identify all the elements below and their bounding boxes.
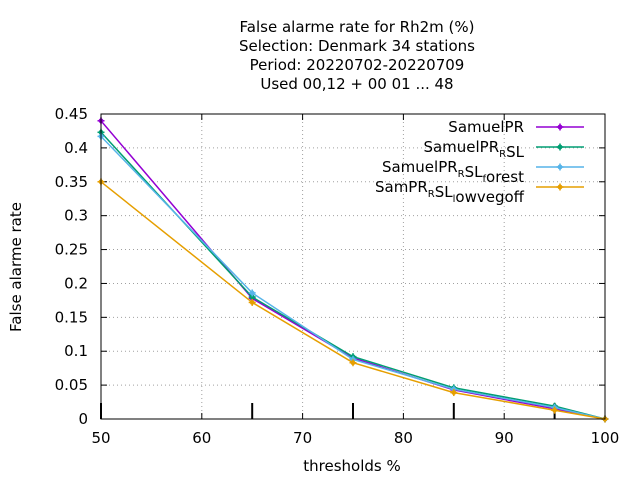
title-line-3: Period: 20220702-20220709	[250, 56, 465, 74]
data-point	[551, 406, 559, 414]
legend-item: SamPRRSLlowvegoff	[375, 178, 584, 206]
series-line	[100, 131, 606, 420]
data-point	[450, 389, 458, 397]
data-point	[248, 298, 256, 306]
legend-label: SamuelPR	[448, 118, 524, 136]
series-SamuelPR_RSL_forest	[97, 132, 609, 423]
y-tick-label: 0.1	[64, 342, 88, 360]
series-SamuelPR_RSL	[97, 128, 609, 423]
y-tick-label: 0.45	[55, 105, 88, 123]
legend-item: SamuelPR	[448, 118, 584, 136]
axis-ticks: 0 0.05 0.1 0.15 0.2 0.25 0.3 0.35 0.4 0.45 50 60 70 8…	[55, 105, 620, 447]
y-tick-label: 0.4	[64, 139, 88, 157]
y-tick-label: 0.25	[55, 241, 88, 259]
y-tick-label: 0.2	[64, 274, 88, 292]
x-tick-label: 80	[394, 429, 413, 447]
x-tick-label: 70	[293, 429, 312, 447]
data-point	[349, 359, 357, 367]
series-line	[100, 181, 606, 420]
y-tick-label: 0.3	[64, 207, 88, 225]
data-point	[248, 289, 256, 297]
x-tick-label: 100	[591, 429, 620, 447]
data-point	[556, 183, 564, 191]
legend-label: SamPRRSLlowvegoff	[375, 178, 525, 206]
x-axis-label: thresholds %	[303, 457, 400, 475]
x-tick-label: 50	[91, 429, 110, 447]
legend-item: SamuelPRRSL	[423, 138, 584, 161]
x-tick-label: 60	[192, 429, 211, 447]
series-SamuelPR	[97, 117, 609, 423]
data-point	[556, 163, 564, 171]
y-tick-label: 0.35	[55, 173, 88, 191]
title-line-4: Used 00,12 + 00 01 ... 48	[260, 75, 453, 93]
legend: SamuelPR SamuelPRRSLSamuelPRRSLforestSamP…	[375, 118, 584, 206]
series-line	[100, 135, 606, 420]
title-line-1: False alarme rate for Rh2m (%)	[240, 18, 475, 36]
title-line-2: Selection: Denmark 34 stations	[239, 37, 475, 55]
grid-lines	[101, 114, 605, 419]
y-tick-label: 0.05	[55, 376, 88, 394]
chart-title: False alarme rate for Rh2m (%) Selection…	[239, 18, 475, 93]
x-tick-label: 90	[495, 429, 514, 447]
legend-label: SamuelPRRSLforest	[382, 158, 524, 186]
legend-label: SamuelPRRSL	[423, 138, 524, 161]
data-point	[556, 123, 564, 131]
data-point	[556, 143, 564, 151]
series-SamPR_RSL_lowvegoff	[97, 178, 609, 423]
y-tick-label: 0	[78, 410, 88, 428]
y-tick-label: 0.15	[55, 308, 88, 326]
series-layer	[97, 117, 609, 423]
legend-item: SamuelPRRSLforest	[382, 158, 584, 186]
series-line	[100, 120, 606, 420]
plot-frame	[100, 113, 606, 420]
y-axis-label: False alarme rate	[7, 202, 25, 332]
